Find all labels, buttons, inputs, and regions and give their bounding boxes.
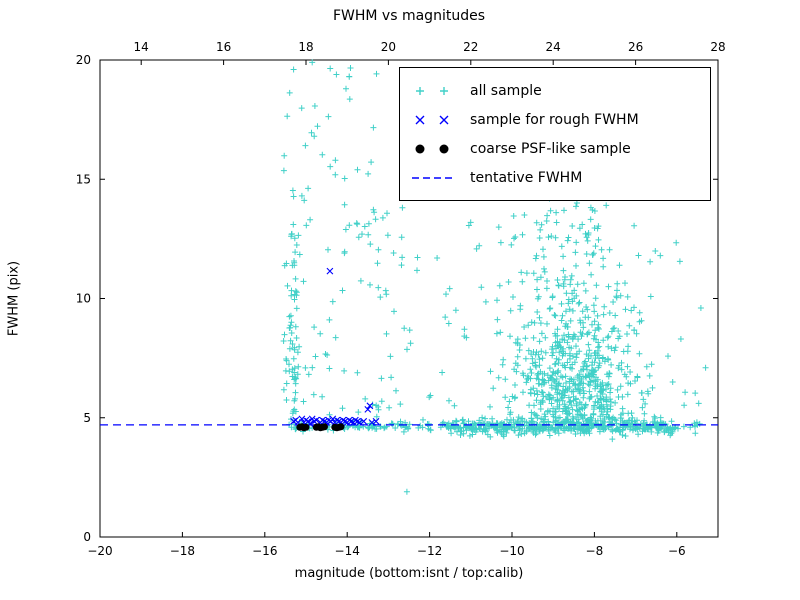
svg-text:−14: −14: [335, 544, 360, 558]
legend-item-tentative-fwhm: tentative FWHM: [410, 163, 700, 192]
plus-marker-icon: [416, 86, 448, 95]
svg-text:28: 28: [710, 40, 725, 54]
svg-text:20: 20: [381, 40, 396, 54]
legend-label: tentative FWHM: [470, 169, 583, 186]
svg-text:22: 22: [463, 40, 478, 54]
cross-marker-icon: [415, 115, 449, 124]
svg-text:−6: −6: [668, 544, 686, 558]
svg-text:0: 0: [83, 530, 91, 544]
svg-text:26: 26: [628, 40, 643, 54]
svg-text:−18: −18: [170, 544, 195, 558]
legend-label: all sample: [470, 82, 542, 99]
svg-text:24: 24: [546, 40, 561, 54]
y-axis-label: FWHM (pix): [6, 260, 22, 337]
cross-marker-glyph: [415, 115, 449, 124]
dot-marker-glyph: [439, 144, 449, 153]
svg-text:5: 5: [83, 411, 91, 425]
legend-label: coarse PSF-like sample: [470, 140, 631, 157]
svg-text:14: 14: [134, 40, 149, 54]
legend: all sample sample for rough FWHM coarse …: [399, 67, 711, 201]
svg-text:−12: −12: [417, 544, 442, 558]
chart-title: FWHM vs magnitudes: [332, 8, 485, 24]
legend-item-psf-sample: coarse PSF-like sample: [410, 134, 700, 163]
svg-text:20: 20: [76, 53, 91, 67]
dashed-line-icon: [412, 176, 456, 179]
svg-text:16: 16: [216, 40, 231, 54]
dot-marker-glyph: [415, 144, 425, 153]
svg-text:−20: −20: [87, 544, 112, 558]
svg-text:−8: −8: [586, 544, 604, 558]
svg-text:−10: −10: [499, 544, 524, 558]
plus-marker-glyph: [416, 86, 448, 95]
x-axis-label: magnitude (bottom:isnt / top:calib): [294, 566, 524, 581]
svg-text:15: 15: [76, 172, 91, 186]
dot-marker-icon: [415, 144, 449, 153]
legend-item-all-sample: all sample: [410, 76, 700, 105]
svg-text:−16: −16: [252, 544, 277, 558]
legend-label: sample for rough FWHM: [470, 111, 639, 128]
svg-text:18: 18: [298, 40, 313, 54]
legend-item-rough-fwhm: sample for rough FWHM: [410, 105, 700, 134]
svg-text:10: 10: [76, 292, 91, 306]
